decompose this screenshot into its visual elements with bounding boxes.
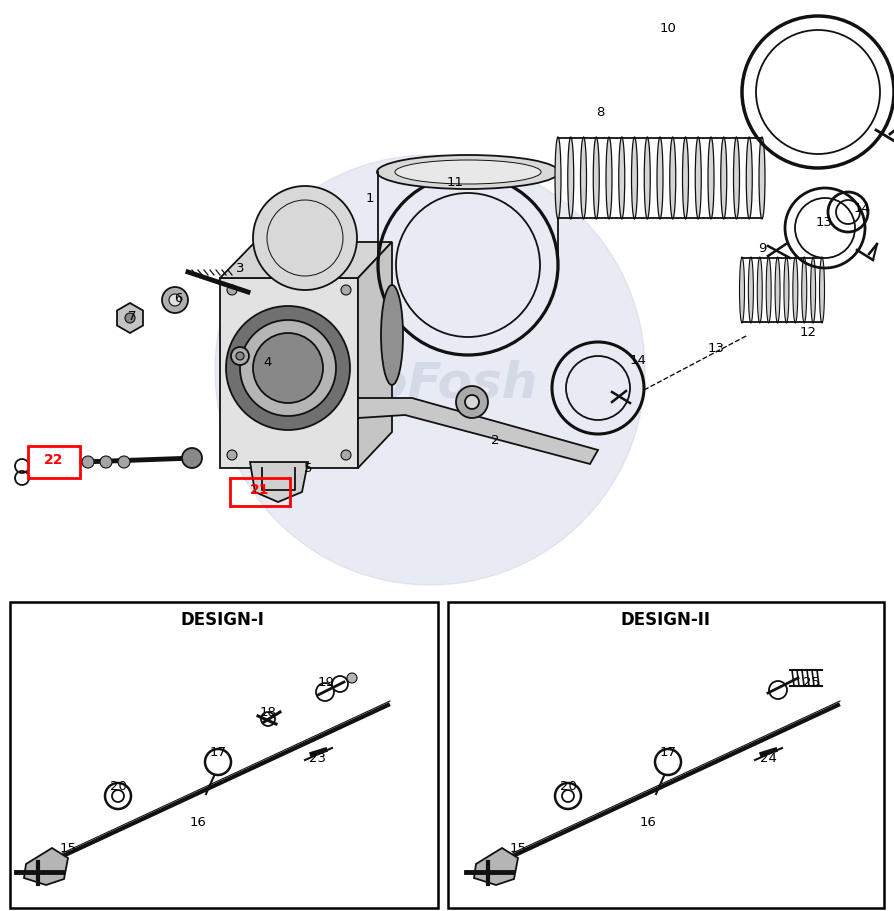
Ellipse shape	[784, 257, 789, 323]
Text: 6: 6	[173, 292, 182, 304]
Circle shape	[236, 352, 244, 360]
Ellipse shape	[645, 137, 650, 219]
Text: 9: 9	[758, 241, 766, 254]
Text: HeurоFosh: HeurоFosh	[238, 360, 538, 408]
Circle shape	[347, 673, 357, 683]
Text: 2: 2	[491, 434, 499, 446]
Circle shape	[253, 186, 357, 290]
Ellipse shape	[696, 137, 701, 219]
Text: 3: 3	[236, 261, 244, 274]
Ellipse shape	[377, 155, 559, 189]
Ellipse shape	[748, 257, 754, 323]
Ellipse shape	[733, 137, 739, 219]
Text: 5: 5	[304, 462, 312, 475]
Ellipse shape	[395, 160, 541, 184]
Polygon shape	[24, 848, 68, 885]
Text: DESIGN-II: DESIGN-II	[620, 611, 710, 629]
Circle shape	[118, 456, 130, 468]
Polygon shape	[474, 848, 518, 885]
Polygon shape	[358, 242, 392, 468]
Ellipse shape	[820, 257, 824, 323]
Circle shape	[169, 294, 181, 306]
Text: 16: 16	[639, 815, 656, 828]
Text: 16: 16	[190, 815, 207, 828]
Ellipse shape	[580, 137, 586, 219]
Circle shape	[125, 313, 135, 323]
Circle shape	[227, 285, 237, 295]
Text: 23: 23	[309, 752, 326, 764]
Ellipse shape	[631, 137, 637, 219]
Text: 17: 17	[660, 745, 677, 759]
Text: 19: 19	[317, 675, 334, 689]
Circle shape	[162, 287, 188, 313]
Ellipse shape	[802, 257, 806, 323]
Text: 17: 17	[209, 745, 226, 759]
Text: 4: 4	[264, 355, 272, 369]
Text: 21: 21	[250, 483, 270, 497]
Circle shape	[100, 456, 112, 468]
Circle shape	[227, 450, 237, 460]
Text: DESIGN-I: DESIGN-I	[180, 611, 264, 629]
Ellipse shape	[555, 137, 561, 219]
Ellipse shape	[793, 257, 797, 323]
Polygon shape	[117, 303, 143, 333]
Text: 1: 1	[366, 191, 375, 204]
Ellipse shape	[746, 137, 752, 219]
Ellipse shape	[775, 257, 780, 323]
Polygon shape	[250, 462, 308, 502]
Text: 12: 12	[799, 325, 816, 339]
Text: 20: 20	[110, 780, 126, 793]
Text: 8: 8	[595, 106, 604, 118]
Ellipse shape	[811, 257, 815, 323]
Ellipse shape	[657, 137, 663, 219]
Ellipse shape	[757, 257, 763, 323]
Circle shape	[465, 395, 479, 409]
Text: 15: 15	[510, 842, 527, 855]
Circle shape	[341, 285, 351, 295]
Circle shape	[226, 306, 350, 430]
Polygon shape	[358, 398, 598, 464]
Text: 13: 13	[707, 342, 724, 354]
Polygon shape	[220, 242, 392, 278]
Text: 14: 14	[629, 353, 646, 366]
Ellipse shape	[381, 285, 403, 385]
Circle shape	[240, 320, 336, 416]
Ellipse shape	[739, 257, 745, 323]
Text: 25: 25	[804, 675, 821, 689]
Circle shape	[456, 386, 488, 418]
Polygon shape	[10, 602, 438, 908]
Circle shape	[182, 448, 202, 468]
Text: 24: 24	[760, 752, 776, 764]
Circle shape	[215, 155, 645, 585]
Ellipse shape	[606, 137, 612, 219]
Text: 7: 7	[128, 310, 136, 322]
Circle shape	[341, 450, 351, 460]
Polygon shape	[448, 602, 884, 908]
Ellipse shape	[759, 137, 765, 219]
Ellipse shape	[766, 257, 772, 323]
Circle shape	[231, 347, 249, 365]
Ellipse shape	[721, 137, 727, 219]
Circle shape	[253, 333, 323, 403]
Text: 15: 15	[60, 842, 77, 855]
Circle shape	[82, 456, 94, 468]
Ellipse shape	[670, 137, 676, 219]
Ellipse shape	[568, 137, 574, 219]
Text: 18: 18	[259, 705, 276, 719]
Ellipse shape	[594, 137, 599, 219]
Polygon shape	[220, 278, 358, 468]
Text: 22: 22	[44, 453, 63, 467]
Text: 11: 11	[446, 176, 463, 189]
Text: 10: 10	[660, 22, 677, 35]
Text: 14: 14	[854, 201, 871, 214]
Text: 20: 20	[560, 780, 577, 793]
Ellipse shape	[619, 137, 625, 219]
Ellipse shape	[682, 137, 688, 219]
Text: 13: 13	[815, 216, 832, 229]
Ellipse shape	[708, 137, 714, 219]
